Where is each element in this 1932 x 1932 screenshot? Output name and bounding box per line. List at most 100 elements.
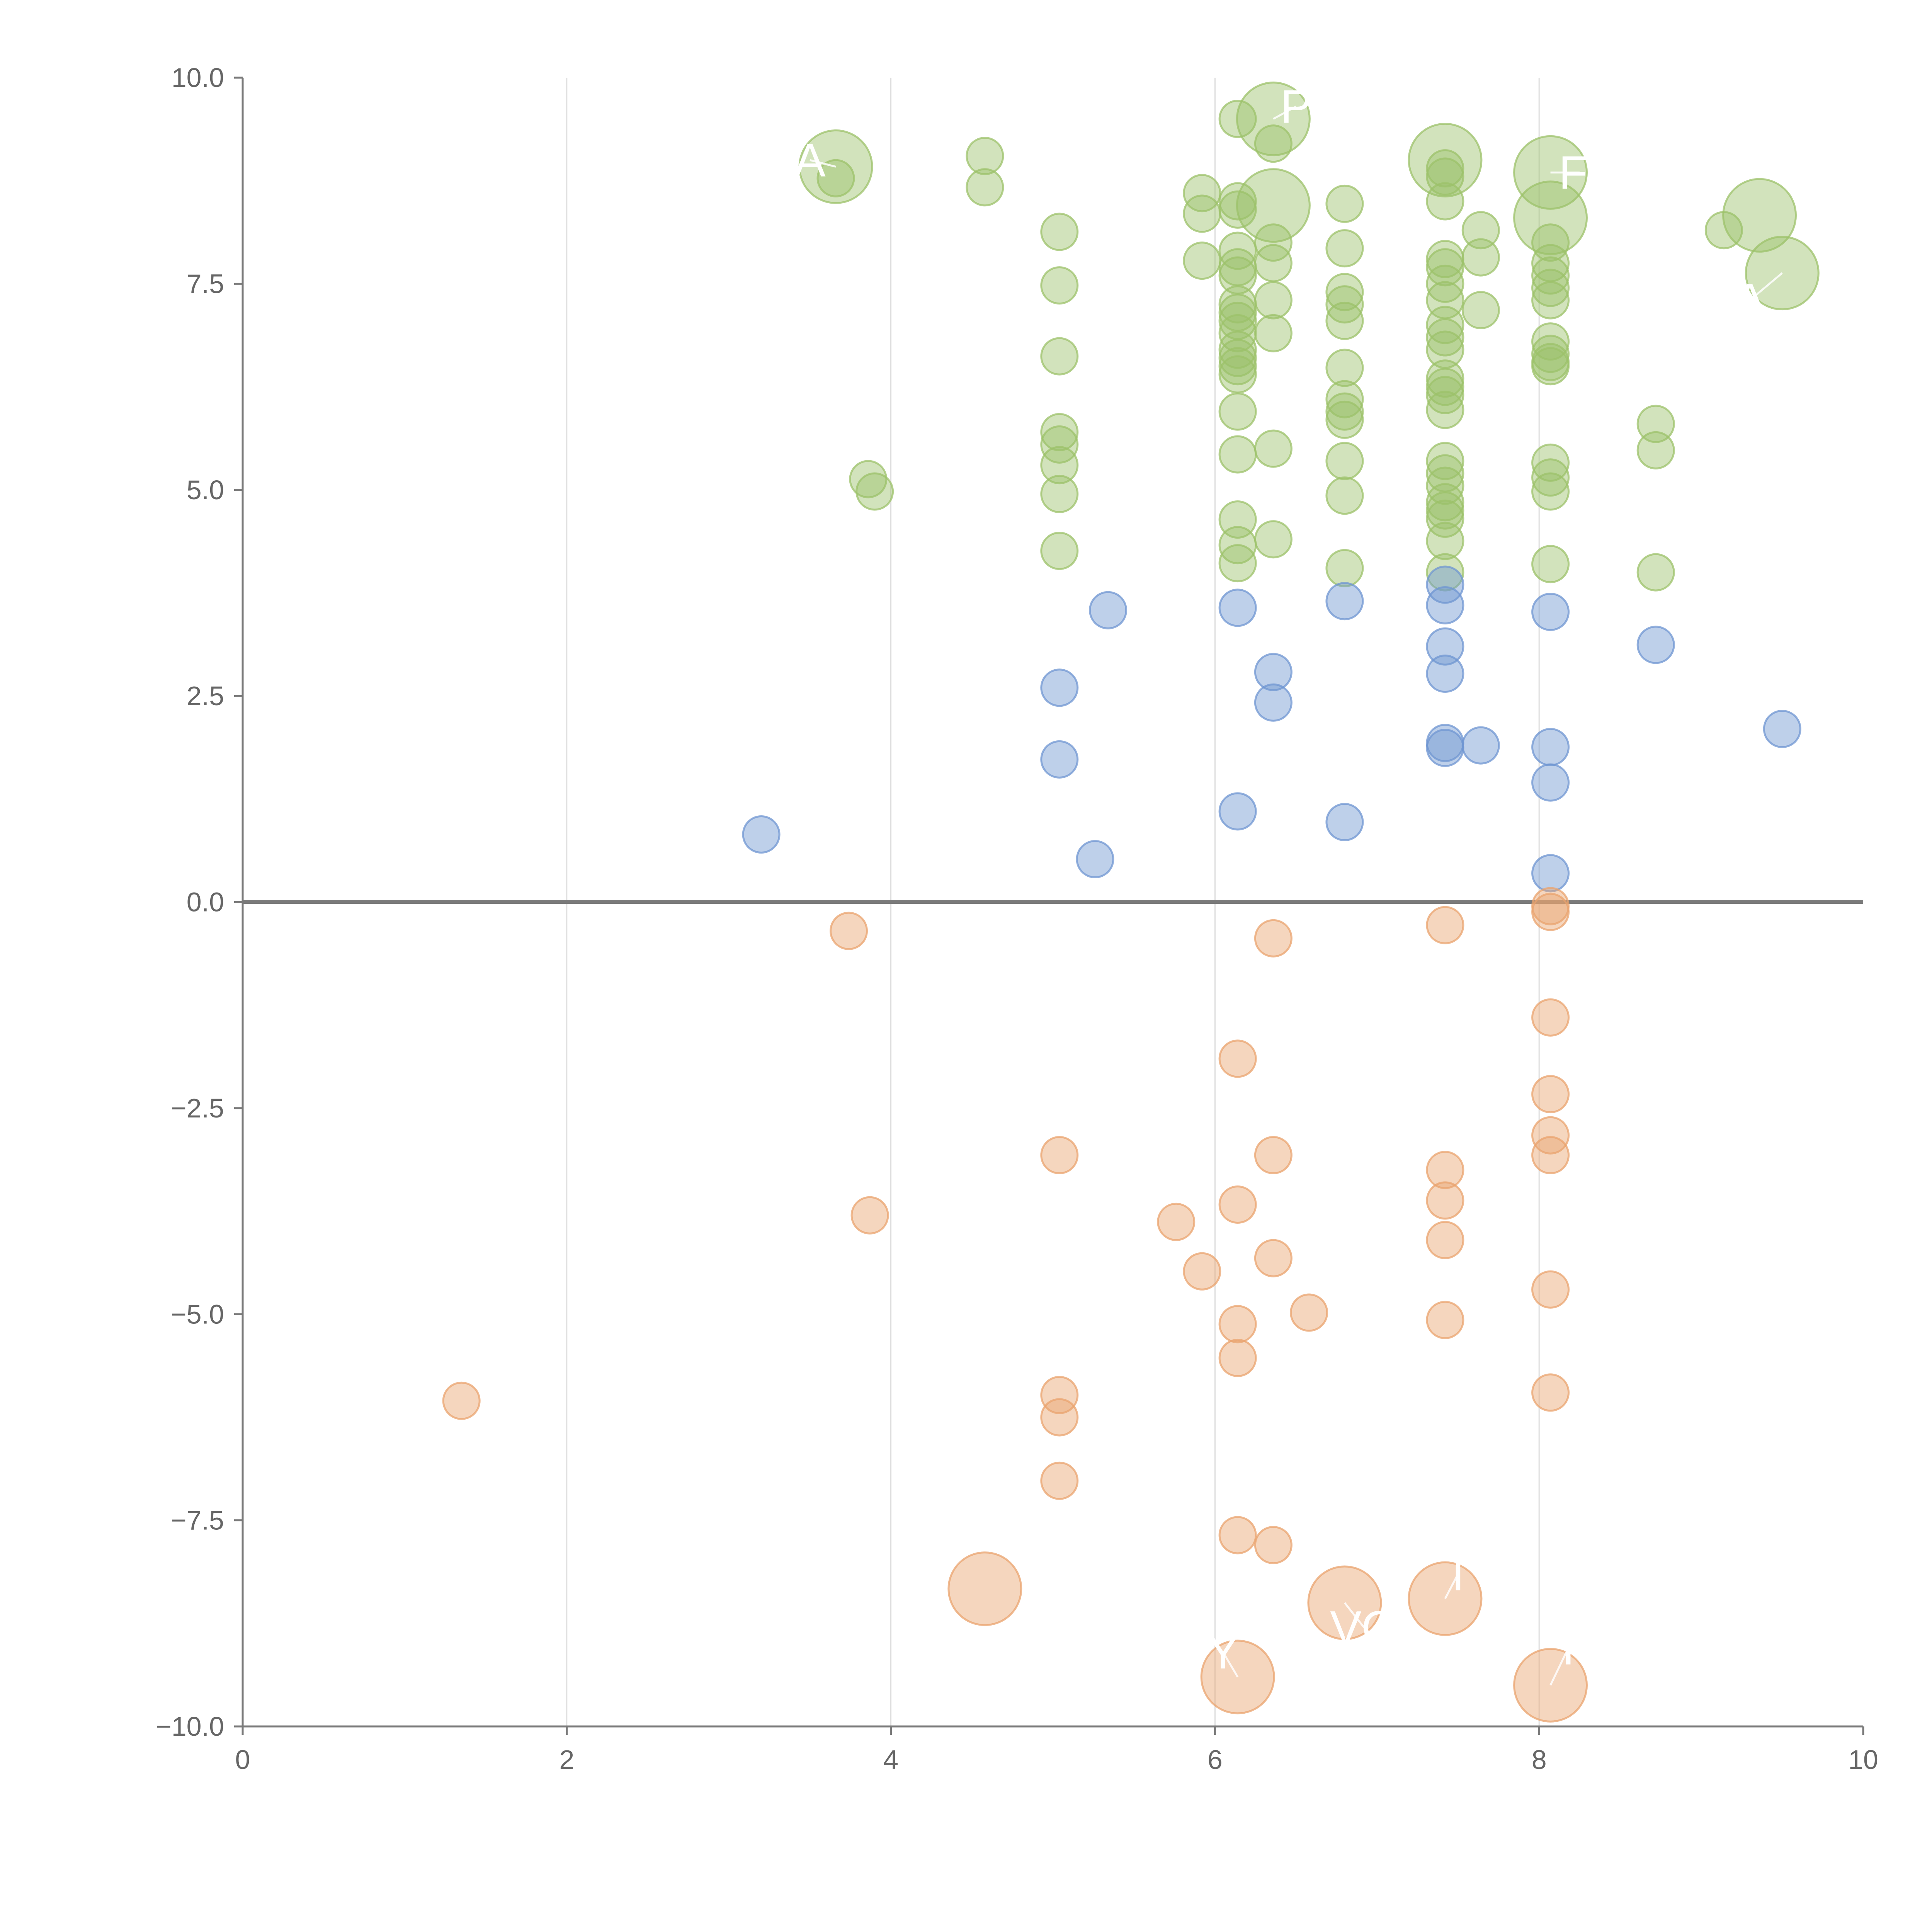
data-point-low <box>1531 1116 1570 1155</box>
data-point-mid <box>1763 709 1801 748</box>
data-point-low <box>1531 998 1570 1037</box>
data-point-low <box>1426 1181 1464 1220</box>
data-point-low <box>1218 1338 1257 1377</box>
data-point-high <box>1426 367 1464 406</box>
data-point-low <box>1426 1301 1464 1339</box>
data-point-high <box>1513 180 1588 255</box>
data-point-high <box>1325 301 1364 340</box>
y-tick-label: −10.0 <box>156 1711 224 1742</box>
data-point-high <box>1426 499 1464 538</box>
data-point-mid <box>1325 803 1364 842</box>
data-point-high <box>1254 429 1293 468</box>
data-point-high <box>1426 318 1464 357</box>
y-tick-label: −2.5 <box>171 1093 224 1123</box>
data-point-high <box>1218 544 1257 583</box>
data-point-high <box>1426 149 1464 188</box>
x-tick-label: 6 <box>1208 1745 1223 1775</box>
data-point-mid <box>1426 565 1464 604</box>
y-tick-label: 7.5 <box>187 269 224 299</box>
data-point-mid <box>1426 586 1464 624</box>
data-point-high <box>1426 359 1464 398</box>
data-point-low <box>830 912 868 950</box>
y-tick-label: 2.5 <box>187 681 224 711</box>
data-point-high <box>849 460 888 498</box>
annotation-label: A <box>794 134 826 186</box>
annotation-label: FI <box>1559 146 1600 199</box>
data-point-low <box>1040 1376 1079 1414</box>
data-point-mid <box>1076 840 1114 879</box>
data-point-high <box>1461 238 1500 277</box>
data-point-mid <box>1426 655 1464 693</box>
data-point-high <box>1531 347 1570 386</box>
data-point-high <box>1183 194 1221 233</box>
data-point-high <box>1218 392 1257 431</box>
data-point-high <box>1325 349 1364 387</box>
data-point-high <box>1426 522 1464 560</box>
data-point-high <box>1531 472 1570 511</box>
data-point-high <box>1325 476 1364 515</box>
data-point-high <box>1325 392 1364 431</box>
data-point-low <box>1157 1202 1196 1241</box>
data-point-high <box>1426 553 1464 592</box>
data-point-mid <box>1461 726 1500 765</box>
data-point-high <box>1183 242 1221 280</box>
data-point-high <box>1426 491 1464 530</box>
data-point-high <box>1254 244 1293 282</box>
data-point-high <box>1040 425 1079 464</box>
data-point-low <box>1218 1305 1257 1344</box>
data-point-mid <box>1254 683 1293 722</box>
data-point-high <box>1325 273 1364 311</box>
data-point-high <box>1236 168 1311 243</box>
annotation-leader <box>1222 1651 1239 1678</box>
data-point-high <box>1461 211 1500 250</box>
data-point-mid <box>1040 740 1079 779</box>
data-point-low <box>1254 1526 1293 1565</box>
data-point-mid <box>1531 593 1570 631</box>
data-point-high <box>1531 458 1570 497</box>
annotation-leader <box>1444 1573 1459 1599</box>
data-point-low <box>1218 1185 1257 1224</box>
x-tick-label: 0 <box>235 1745 250 1775</box>
data-point-high <box>1426 248 1464 287</box>
y-tick-label: 0.0 <box>187 887 224 917</box>
data-point-low <box>1290 1293 1328 1332</box>
data-point-high <box>1426 483 1464 522</box>
data-point-high <box>1040 474 1079 513</box>
data-point-mid <box>1325 582 1364 621</box>
x-tick-label: 4 <box>883 1745 898 1775</box>
data-point-high <box>1040 532 1079 570</box>
data-point-high <box>1325 442 1364 480</box>
data-point-low <box>1531 893 1570 931</box>
data-point-high <box>1426 182 1464 221</box>
data-point-low <box>1531 1373 1570 1412</box>
point-labels: A P FI A Y VO I I <box>794 80 1783 1686</box>
data-point-low <box>850 1196 889 1235</box>
data-point-high <box>1636 553 1675 592</box>
data-point-high <box>1040 413 1079 451</box>
data-point-low <box>1040 1136 1079 1174</box>
annotation-leader <box>1273 105 1297 120</box>
annotation-label: VO <box>1330 1601 1398 1654</box>
data-point-high <box>1325 184 1364 223</box>
data-point-high <box>1218 338 1257 377</box>
data-point-low <box>1426 906 1464 944</box>
annotation-label: I <box>1452 1548 1465 1600</box>
data-point-low <box>1040 1398 1079 1437</box>
data-point-low <box>1426 1221 1464 1259</box>
data-point-high <box>1325 285 1364 324</box>
data-point-low <box>1040 1461 1079 1500</box>
data-point-low <box>1218 1516 1257 1554</box>
data-point-low <box>1254 1239 1293 1277</box>
data-point-high <box>1183 174 1221 213</box>
data-point-mid <box>1218 792 1257 831</box>
data-point-mid <box>742 815 781 854</box>
data-point-mid <box>1040 668 1079 707</box>
annotation-leader <box>1549 1648 1569 1686</box>
data-point-high <box>1531 223 1570 262</box>
data-point-high <box>1531 269 1570 307</box>
data-point-high <box>1040 337 1079 376</box>
data-point-low <box>1218 1039 1257 1078</box>
y-tick-label: −7.5 <box>171 1505 224 1536</box>
data-point-low <box>1254 1136 1293 1174</box>
